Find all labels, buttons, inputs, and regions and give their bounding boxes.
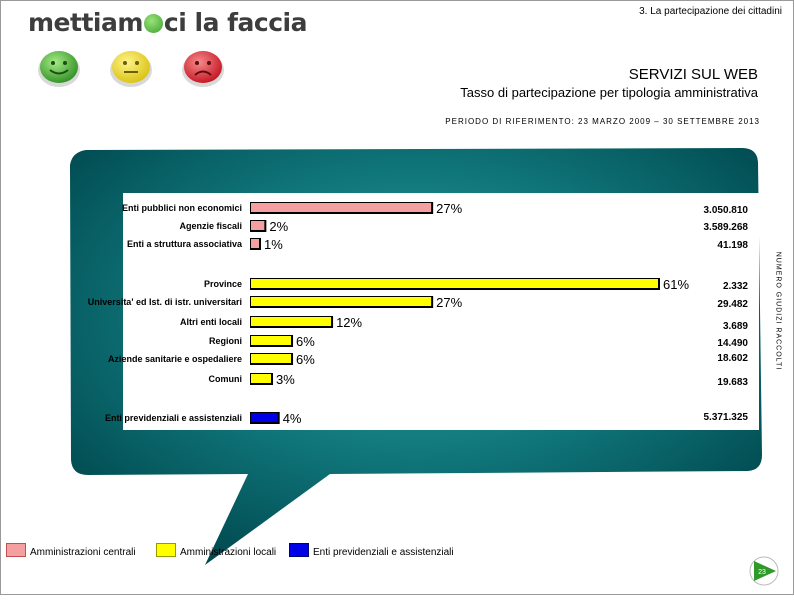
logo-text: mettiam ci la faccia bbox=[28, 8, 307, 37]
legend-swatch-locali bbox=[156, 543, 176, 557]
bar bbox=[251, 221, 265, 230]
legend-label-locali: Amministrazioni locali bbox=[180, 547, 277, 558]
bar-value-label: 4% bbox=[283, 411, 302, 426]
yellow-neutral-face-icon bbox=[109, 48, 153, 88]
category-label: Province bbox=[204, 279, 242, 289]
legend-label-previdenziali: Enti previdenziali e assistenziali bbox=[313, 547, 454, 558]
chart-panel bbox=[123, 193, 759, 430]
bar bbox=[251, 374, 272, 383]
section-title: 3. La partecipazione dei cittadini bbox=[639, 6, 782, 17]
category-label: Universita' ed Ist. di istr. universitar… bbox=[88, 297, 242, 307]
bar bbox=[251, 317, 332, 326]
legend-item-previdenziali: Enti previdenziali e assistenziali bbox=[289, 543, 454, 558]
count-label: 3.689 bbox=[723, 321, 748, 332]
page-subtitle: Tasso di partecipazione per tipologia am… bbox=[460, 85, 758, 100]
chart-rows: Enti pubblici non economici 27% 3.050.810 A… bbox=[88, 201, 749, 426]
category-label: Agenzie fiscali bbox=[179, 221, 242, 231]
bar-value-label: 6% bbox=[296, 334, 315, 349]
speech-bubble bbox=[70, 148, 766, 569]
category-label: Altri enti locali bbox=[180, 317, 242, 327]
bar bbox=[251, 354, 292, 363]
count-label: 19.683 bbox=[717, 377, 748, 388]
bar bbox=[251, 297, 432, 306]
bar bbox=[251, 413, 278, 422]
bar-value-label: 3% bbox=[276, 372, 295, 387]
legend-label-centrali: Amministrazioni centrali bbox=[30, 547, 136, 558]
page-number: 23 bbox=[758, 569, 766, 576]
count-label: 14.490 bbox=[717, 338, 748, 349]
category-label: Comuni bbox=[209, 374, 243, 384]
logo: mettiam ci la faccia bbox=[28, 6, 307, 40]
count-label: 18.602 bbox=[717, 353, 748, 364]
bar bbox=[251, 203, 432, 212]
count-label: 2.332 bbox=[723, 281, 748, 292]
count-label: 29.482 bbox=[717, 299, 748, 310]
category-label: Regioni bbox=[209, 336, 242, 346]
logo-text-right: ci la faccia bbox=[163, 8, 308, 37]
bar-value-label: 61% bbox=[663, 277, 689, 292]
red-sad-face-icon bbox=[181, 48, 225, 88]
count-label: 3.589.268 bbox=[704, 222, 749, 233]
side-axis-label: NUMERO GIUDIZI RACCOLTI bbox=[774, 251, 782, 371]
category-label: Aziende sanitarie e ospedaliere bbox=[108, 354, 242, 364]
bar bbox=[251, 279, 658, 288]
green-smile-face-icon bbox=[37, 48, 81, 88]
legend-item-locali: Amministrazioni locali bbox=[156, 543, 276, 558]
logo-text-left: mettiam bbox=[28, 8, 143, 37]
legend-swatch-centrali bbox=[6, 543, 26, 557]
category-label: Enti a struttura associativa bbox=[127, 239, 243, 249]
legend-item-centrali: Amministrazioni centrali bbox=[6, 543, 136, 558]
legend-swatch-previdenziali bbox=[289, 543, 309, 557]
count-label: 5.371.325 bbox=[704, 412, 749, 423]
page-title: SERVIZI SUL WEB bbox=[628, 66, 758, 83]
play-arrow-icon bbox=[754, 561, 776, 581]
bar-value-label: 2% bbox=[269, 219, 288, 234]
reference-period: PERIODO DI RIFERIMENTO: 23 MARZO 2009 – … bbox=[445, 117, 760, 126]
bar-value-label: 27% bbox=[436, 201, 462, 216]
bar bbox=[251, 239, 259, 248]
bar-value-label: 27% bbox=[436, 295, 462, 310]
bar-value-label: 12% bbox=[336, 315, 362, 330]
bar-value-label: 6% bbox=[296, 352, 315, 367]
next-page-button[interactable]: 23 bbox=[749, 556, 779, 586]
count-label: 3.050.810 bbox=[704, 205, 749, 216]
category-label: Enti pubblici non economici bbox=[122, 203, 242, 213]
bar-value-label: 1% bbox=[264, 237, 283, 252]
count-label: 41.198 bbox=[717, 240, 748, 251]
category-label: Enti previdenziali e assistenziali bbox=[105, 413, 242, 423]
bar bbox=[251, 336, 292, 345]
logo-face-icon bbox=[143, 14, 163, 33]
